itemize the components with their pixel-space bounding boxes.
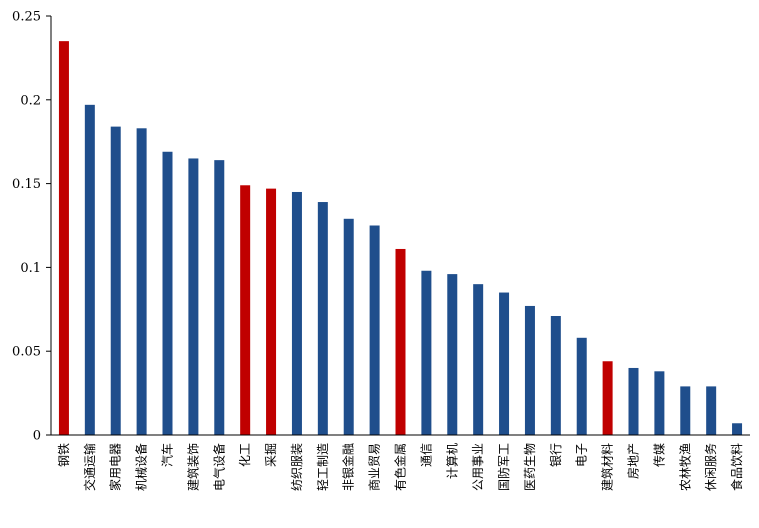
x-tick-label: 建筑装饰	[185, 443, 200, 491]
x-tick-label: 汽车	[160, 443, 175, 467]
bar-21	[576, 337, 587, 435]
x-axis-labels: 钢铁 交通运输 家用电器 机械设备 汽车 建筑装饰 电气设备 化工 采掘 纺织服装 轻工制造 非银金融…	[57, 443, 744, 491]
y-tick-label: 0.1	[20, 261, 41, 276]
bar-9	[266, 188, 277, 435]
x-tick-label: 房地产	[626, 443, 641, 479]
y-tick-label: 0.05	[12, 345, 41, 360]
bar-16	[447, 274, 458, 435]
bar-13	[369, 225, 380, 435]
x-tick-label: 有色金属	[393, 443, 408, 491]
x-tick-label: 交通运输	[82, 443, 97, 491]
bar-24	[654, 371, 665, 435]
x-tick-label: 国防军工	[496, 443, 511, 491]
x-tick-label: 医药生物	[523, 443, 537, 491]
bar-8	[240, 185, 251, 435]
x-tick-label: 纺织服装	[290, 443, 304, 491]
bar-3	[110, 126, 121, 435]
x-tick-label: 采掘	[263, 443, 278, 467]
bar-4	[136, 128, 147, 436]
bar-1	[58, 41, 69, 435]
bar-18	[499, 292, 510, 435]
x-tick-label: 机械设备	[134, 443, 149, 491]
bar-19	[524, 305, 535, 435]
bar-12	[343, 218, 354, 435]
bar-15	[421, 270, 432, 435]
y-tick-label: 0.2	[20, 93, 41, 108]
bar-27	[732, 423, 743, 435]
x-tick-label: 农林牧渔	[678, 443, 692, 491]
bar-6	[188, 158, 199, 435]
bar-11	[317, 202, 328, 435]
bar-7	[214, 160, 225, 436]
x-tick-label: 钢铁	[57, 443, 71, 467]
bars	[58, 41, 743, 436]
x-tick-label: 银行	[549, 443, 563, 467]
x-tick-label: 非银金融	[341, 443, 356, 491]
bar-22	[602, 361, 613, 435]
x-tick-label: 轻工制造	[316, 443, 330, 491]
y-axis: 0 0.05 0.1 0.15 0.2 0.25	[12, 10, 52, 444]
x-tick-label: 电子	[575, 443, 589, 467]
bar-26	[706, 386, 717, 435]
x-tick-label: 食品饮料	[729, 443, 744, 491]
x-tick-label: 家用电器	[108, 443, 123, 491]
x-tick-label: 建筑材料	[600, 443, 615, 491]
bar-17	[473, 284, 484, 435]
x-tick-label: 化工	[238, 443, 252, 467]
x-tick-label: 电气设备	[211, 443, 226, 491]
bar-10	[291, 191, 302, 435]
x-tick-label: 计算机	[444, 443, 459, 479]
bar-2	[84, 104, 95, 435]
x-tick-label: 公用事业	[471, 443, 485, 491]
x-tick-label: 休闲服务	[703, 443, 718, 491]
x-tick-label: 商业贸易	[367, 443, 382, 491]
bar-20	[550, 316, 561, 435]
bar-14	[395, 248, 406, 435]
y-tick-label: 0	[33, 429, 41, 444]
bar-25	[680, 386, 691, 435]
bar-23	[628, 367, 639, 435]
x-tick-label: 通信	[419, 443, 433, 467]
y-tick-label: 0.15	[12, 177, 41, 192]
x-tick-label: 传媒	[651, 443, 666, 467]
y-tick-label: 0.25	[12, 10, 41, 25]
bar-5	[162, 151, 173, 436]
